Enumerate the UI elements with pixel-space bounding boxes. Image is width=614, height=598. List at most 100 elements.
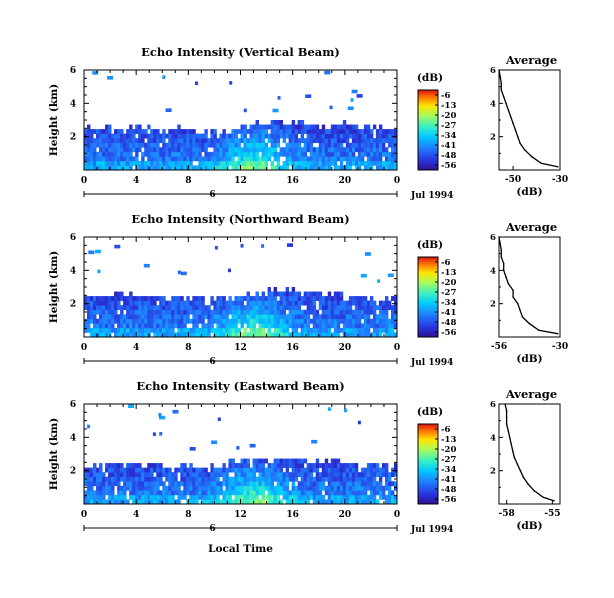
- heatmap-cell: [126, 129, 130, 134]
- heatmap-cell: [318, 291, 323, 297]
- heatmap-cell: [132, 300, 136, 306]
- heatmap-cell: [330, 156, 335, 162]
- heatmap-cell: [357, 481, 362, 487]
- heatmap-cell: [102, 490, 106, 496]
- heatmap-cell: [204, 467, 208, 473]
- heatmap-cell: [306, 481, 311, 487]
- heatmap-cell: [168, 490, 172, 496]
- heatmap-cell: [348, 124, 353, 130]
- heatmap-cell: [393, 485, 398, 491]
- heatmap-cell: [360, 296, 365, 301]
- heatmap-cell: [312, 151, 317, 157]
- heatmap-cell: [165, 494, 169, 500]
- heatmap-cell: [237, 160, 241, 166]
- heatmap-cell: [306, 476, 311, 482]
- echo-speck: [240, 244, 244, 248]
- heatmap-cell: [333, 291, 338, 297]
- heatmap-cell: [144, 305, 148, 311]
- heatmap-cell: [351, 314, 356, 320]
- heatmap-cell: [159, 138, 163, 144]
- heatmap-cell: [186, 305, 190, 311]
- heatmap-cell: [267, 156, 271, 162]
- heatmap-cell: [384, 156, 389, 162]
- heatmap-cell: [105, 124, 109, 130]
- heatmap-cell: [258, 147, 262, 153]
- heatmap-cell: [390, 332, 395, 338]
- chart-title: Echo Intensity (Vertical Beam): [141, 45, 340, 59]
- heatmap-cell: [237, 314, 241, 320]
- heatmap-cell: [120, 490, 124, 496]
- heatmap-cell: [210, 485, 214, 491]
- heatmap-cell: [243, 129, 247, 134]
- heatmap-cell: [285, 296, 290, 301]
- heatmap-cell: [282, 323, 287, 329]
- heatmap-cell: [198, 472, 202, 478]
- heatmap-cell: [87, 147, 91, 153]
- heatmap-cell: [93, 490, 97, 496]
- heatmap-cell: [177, 494, 181, 500]
- heatmap-cell: [168, 142, 172, 148]
- heatmap-cell: [336, 323, 341, 329]
- heatmap-cell: [297, 129, 302, 134]
- heatmap-cell: [237, 467, 241, 473]
- heatmap-cell: [372, 481, 377, 487]
- heatmap-cell: [108, 463, 112, 468]
- heatmap-cell: [156, 476, 160, 482]
- heatmap-cell: [129, 296, 133, 301]
- heatmap-cell: [141, 318, 145, 324]
- heatmap-cell: [363, 296, 368, 301]
- heatmap-cell: [378, 494, 383, 500]
- heatmap-cell: [219, 323, 223, 329]
- heatmap-cell: [342, 494, 347, 500]
- heatmap-cell: [264, 472, 268, 478]
- heatmap-cell: [345, 318, 350, 324]
- heatmap-cell: [336, 129, 341, 134]
- heatmap-cell: [156, 318, 160, 324]
- echo-speck: [327, 407, 331, 411]
- colorbar-tick-label: -20: [441, 445, 456, 455]
- heatmap-cell: [387, 300, 392, 306]
- heatmap-cell: [264, 160, 268, 166]
- heatmap-cell: [237, 463, 241, 468]
- heatmap-cell: [102, 138, 106, 144]
- heatmap-cell: [330, 494, 335, 500]
- heatmap-cell: [381, 472, 386, 478]
- heatmap-cell: [99, 463, 103, 468]
- heatmap-cell: [321, 499, 326, 505]
- heatmap-cell: [225, 138, 229, 144]
- heatmap-cell: [111, 467, 115, 473]
- heatmap-cell: [372, 494, 377, 500]
- heatmap-cell: [222, 332, 226, 338]
- average-y-tick-label: 6: [490, 400, 496, 410]
- heatmap-cell: [126, 300, 130, 306]
- heatmap-cell: [321, 300, 326, 306]
- heatmap-cell: [234, 476, 238, 482]
- heatmap-cell: [159, 314, 163, 320]
- heatmap-cell: [345, 494, 350, 500]
- heatmap-cell: [129, 156, 133, 162]
- heatmap-cell: [330, 300, 335, 306]
- heatmap-cell: [174, 323, 178, 329]
- heatmap-cell: [135, 296, 139, 301]
- heatmap-cell: [315, 129, 320, 134]
- heatmap-cell: [393, 467, 398, 473]
- heatmap-cell: [153, 318, 157, 324]
- heatmap-cell: [99, 133, 103, 139]
- heatmap-cell: [102, 485, 106, 491]
- heatmap-cell: [357, 133, 362, 139]
- heatmap-cell: [153, 151, 157, 157]
- heatmap-cell: [324, 147, 329, 153]
- heatmap-cell: [126, 160, 130, 166]
- average-profile-point: [507, 109, 510, 111]
- average-x-tick-label: -55: [544, 509, 560, 519]
- heatmap: [84, 70, 398, 171]
- heatmap-cell: [330, 323, 335, 329]
- heatmap-cell: [327, 296, 332, 301]
- heatmap-cell: [114, 160, 118, 166]
- heatmap-cell: [144, 481, 148, 487]
- heatmap-cell: [255, 120, 259, 125]
- heatmap-cell: [96, 300, 100, 306]
- heatmap-cell: [126, 327, 130, 333]
- heatmap-cell: [138, 332, 142, 338]
